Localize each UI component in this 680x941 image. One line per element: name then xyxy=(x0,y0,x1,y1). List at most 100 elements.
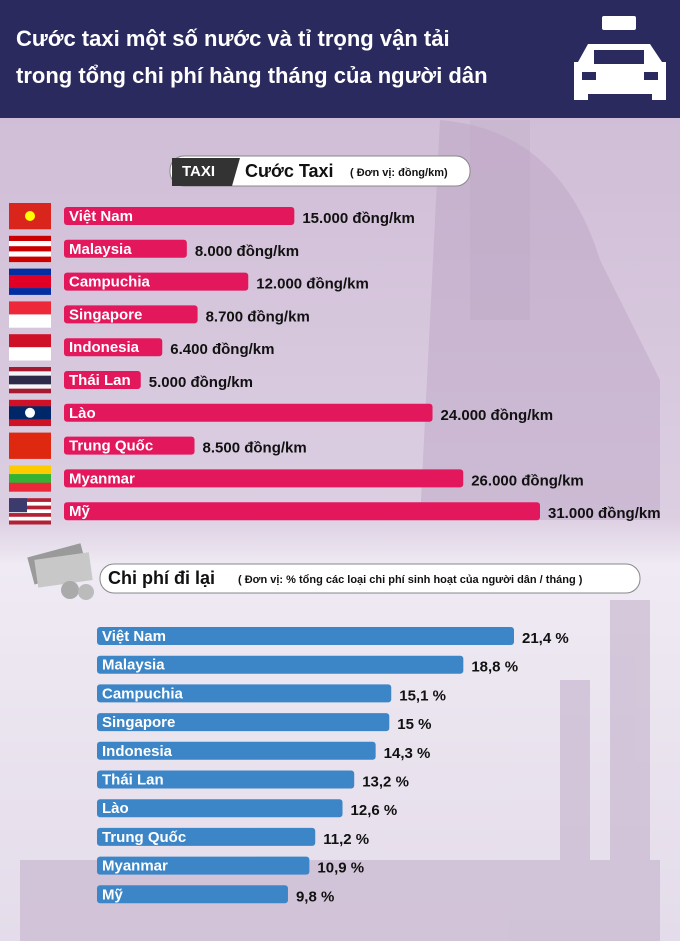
header xyxy=(0,0,680,118)
flag-canton xyxy=(9,498,27,513)
category-label: Việt Nam xyxy=(69,208,133,225)
flag xyxy=(9,388,51,394)
bar xyxy=(64,272,249,291)
category-label: Việt Nam xyxy=(102,628,166,645)
chart-subtitle: ( Đơn vị: % tổng các loại chi phí sinh h… xyxy=(238,574,583,586)
money-icon xyxy=(27,543,94,600)
flag xyxy=(9,288,51,295)
value-label: 8.000 đồng/km xyxy=(195,243,299,260)
bar xyxy=(97,770,355,789)
bar xyxy=(64,371,141,389)
flag xyxy=(9,509,51,514)
category-label: Mỹ xyxy=(69,503,90,520)
taxi-photo xyxy=(420,120,660,520)
category-label: Campuchia xyxy=(102,685,184,702)
chart-title: Chi phí đi lại xyxy=(108,568,215,588)
category-label: Lào xyxy=(102,800,129,817)
value-label: 15 % xyxy=(397,716,431,733)
flag xyxy=(9,498,51,503)
bar xyxy=(64,338,163,357)
bar xyxy=(97,856,310,875)
flag xyxy=(9,256,51,263)
value-label: 14,3 % xyxy=(384,745,431,762)
category-label: Myanmar xyxy=(69,470,135,487)
flag-star xyxy=(25,211,35,221)
flag-circle xyxy=(25,407,35,418)
flag xyxy=(9,465,51,475)
taxi-icon xyxy=(574,16,666,100)
flag xyxy=(9,474,51,484)
category-label: Trung Quốc xyxy=(102,829,186,846)
flag xyxy=(9,501,51,506)
value-label: 6.400 đồng/km xyxy=(170,341,274,358)
bar xyxy=(97,655,464,674)
value-label: 9,8 % xyxy=(296,888,334,905)
chart-subtitle: ( Đơn vị: đồng/km) xyxy=(350,167,448,179)
flag xyxy=(9,235,51,242)
category-label: Mỹ xyxy=(102,886,123,903)
flag xyxy=(9,301,51,315)
value-label: 31.000 đồng/km xyxy=(548,505,661,522)
bar xyxy=(64,239,187,258)
flag xyxy=(9,371,51,376)
value-label: 12.000 đồng/km xyxy=(256,276,369,293)
bar xyxy=(64,502,540,521)
bar xyxy=(97,627,514,645)
flag xyxy=(9,281,51,289)
flag xyxy=(9,241,51,247)
category-label: Malaysia xyxy=(69,241,132,258)
value-label: 15,1 % xyxy=(399,687,446,704)
value-label: 11,2 % xyxy=(323,831,369,848)
flag xyxy=(9,516,51,521)
category-label: Singapore xyxy=(69,306,142,323)
bar xyxy=(97,684,392,703)
chart-title: Cước Taxi xyxy=(245,161,334,181)
value-label: 10,9 % xyxy=(317,860,364,877)
bar xyxy=(64,305,198,324)
header-title: Cước taxi một số nước và tỉ trọng vận tả… xyxy=(16,26,450,51)
category-label: Myanmar xyxy=(102,858,168,875)
flag xyxy=(9,482,51,492)
flag xyxy=(9,334,51,348)
category-label: Singapore xyxy=(102,714,175,731)
flag xyxy=(9,275,51,282)
category-label: Trung Quốc xyxy=(69,438,153,455)
category-label: Lào xyxy=(69,405,96,422)
category-label: Thái Lan xyxy=(102,771,164,788)
flag xyxy=(9,347,51,361)
badge-text: TAXI xyxy=(182,163,215,180)
flag xyxy=(9,246,51,252)
flag xyxy=(9,432,51,459)
bar xyxy=(64,469,464,488)
category-label: Malaysia xyxy=(102,657,165,674)
bar xyxy=(97,885,288,904)
value-label: 18,8 % xyxy=(471,659,518,676)
bar xyxy=(97,741,376,760)
value-label: 26.000 đồng/km xyxy=(471,472,584,489)
bar xyxy=(64,436,195,455)
flag xyxy=(9,268,51,276)
bar xyxy=(97,713,390,732)
flag xyxy=(9,520,51,525)
value-label: 24.000 đồng/km xyxy=(441,407,554,424)
flag xyxy=(9,367,51,372)
flag xyxy=(9,419,51,427)
category-label: Indonesia xyxy=(69,339,140,356)
value-label: 15.000 đồng/km xyxy=(302,210,415,227)
value-label: 5.000 đồng/km xyxy=(149,374,253,391)
bar xyxy=(64,207,295,225)
taxi-badge xyxy=(172,158,240,186)
category-label: Indonesia xyxy=(102,743,173,760)
flag xyxy=(9,384,51,389)
flag xyxy=(9,375,51,381)
bar xyxy=(97,827,316,846)
flag xyxy=(9,399,51,407)
bar xyxy=(64,403,433,422)
value-label: 21,4 % xyxy=(522,630,569,647)
flag xyxy=(9,505,51,510)
flag xyxy=(9,380,51,385)
flag xyxy=(9,251,51,257)
title-box xyxy=(169,155,471,187)
header-title: trong tổng chi phí hàng tháng của người … xyxy=(16,63,488,88)
